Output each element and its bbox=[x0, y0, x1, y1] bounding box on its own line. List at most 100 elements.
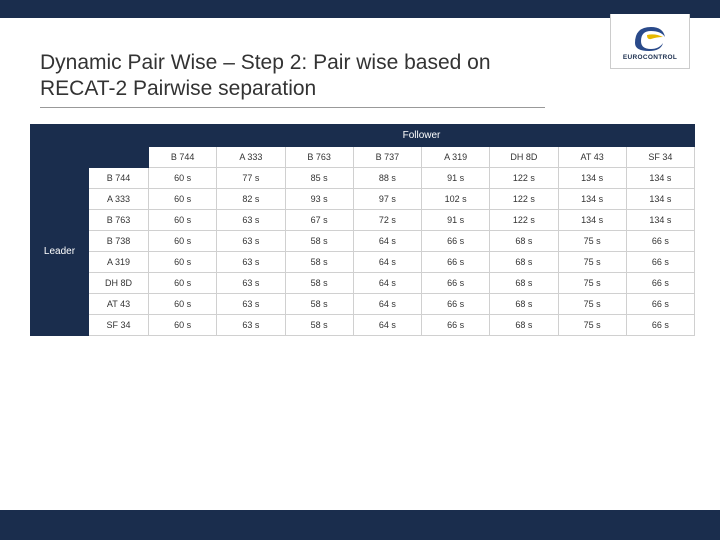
cell: 66 s bbox=[422, 251, 490, 272]
cell: 68 s bbox=[490, 251, 558, 272]
brand-logo: EUROCONTROL bbox=[610, 14, 690, 69]
cell: 88 s bbox=[353, 167, 421, 188]
leader-header: Leader bbox=[31, 167, 89, 335]
col-hdr: AT 43 bbox=[558, 146, 626, 167]
bottom-bar bbox=[0, 510, 720, 540]
cell: 85 s bbox=[285, 167, 353, 188]
cell: 72 s bbox=[353, 209, 421, 230]
eurocontrol-icon bbox=[629, 21, 671, 53]
cell: 67 s bbox=[285, 209, 353, 230]
title-block: Dynamic Pair Wise – Step 2: Pair wise ba… bbox=[0, 18, 570, 114]
cell: 122 s bbox=[490, 188, 558, 209]
table-row: A 33360 s82 s93 s97 s102 s122 s134 s134 … bbox=[31, 188, 695, 209]
title-underline bbox=[40, 107, 545, 108]
table-body: LeaderB 74460 s77 s85 s88 s91 s122 s134 … bbox=[31, 167, 695, 335]
cell: 75 s bbox=[558, 293, 626, 314]
cell: 82 s bbox=[217, 188, 285, 209]
table-row: B 73860 s63 s58 s64 s66 s68 s75 s66 s bbox=[31, 230, 695, 251]
follower-header-row: Follower bbox=[31, 124, 695, 146]
cell: 91 s bbox=[422, 209, 490, 230]
cell: 97 s bbox=[353, 188, 421, 209]
cell: 134 s bbox=[558, 167, 626, 188]
table-row: SF 3460 s63 s58 s64 s66 s68 s75 s66 s bbox=[31, 314, 695, 335]
row-hdr: AT 43 bbox=[89, 293, 149, 314]
cell: 75 s bbox=[558, 272, 626, 293]
corner-empty-2 bbox=[31, 146, 149, 167]
cell: 134 s bbox=[626, 167, 694, 188]
cell: 60 s bbox=[149, 209, 217, 230]
cell: 122 s bbox=[490, 167, 558, 188]
cell: 102 s bbox=[422, 188, 490, 209]
cell: 134 s bbox=[558, 209, 626, 230]
cell: 60 s bbox=[149, 188, 217, 209]
cell: 60 s bbox=[149, 314, 217, 335]
col-hdr: B 744 bbox=[149, 146, 217, 167]
col-hdr: B 737 bbox=[353, 146, 421, 167]
col-hdr: DH 8D bbox=[490, 146, 558, 167]
cell: 75 s bbox=[558, 230, 626, 251]
row-hdr: A 333 bbox=[89, 188, 149, 209]
cell: 66 s bbox=[626, 251, 694, 272]
row-hdr: SF 34 bbox=[89, 314, 149, 335]
follower-header: Follower bbox=[149, 124, 695, 146]
cell: 58 s bbox=[285, 314, 353, 335]
table-row: DH 8D60 s63 s58 s64 s66 s68 s75 s66 s bbox=[31, 272, 695, 293]
col-hdr: B 763 bbox=[285, 146, 353, 167]
cell: 63 s bbox=[217, 251, 285, 272]
page-title: Dynamic Pair Wise – Step 2: Pair wise ba… bbox=[40, 50, 540, 103]
brand-name: EUROCONTROL bbox=[623, 54, 677, 61]
cell: 58 s bbox=[285, 251, 353, 272]
cell: 63 s bbox=[217, 209, 285, 230]
cell: 58 s bbox=[285, 272, 353, 293]
cell: 64 s bbox=[353, 314, 421, 335]
cell: 134 s bbox=[558, 188, 626, 209]
cell: 66 s bbox=[626, 230, 694, 251]
cell: 75 s bbox=[558, 251, 626, 272]
corner-empty bbox=[31, 124, 149, 146]
separation-table-wrap: Follower B 744 A 333 B 763 B 737 A 319 D… bbox=[0, 114, 720, 336]
table-row: AT 4360 s63 s58 s64 s66 s68 s75 s66 s bbox=[31, 293, 695, 314]
table-row: A 31960 s63 s58 s64 s66 s68 s75 s66 s bbox=[31, 251, 695, 272]
cell: 68 s bbox=[490, 314, 558, 335]
cell: 64 s bbox=[353, 272, 421, 293]
cell: 75 s bbox=[558, 314, 626, 335]
col-hdr: A 333 bbox=[217, 146, 285, 167]
cell: 64 s bbox=[353, 230, 421, 251]
cell: 66 s bbox=[626, 272, 694, 293]
table-row: B 76360 s63 s67 s72 s91 s122 s134 s134 s bbox=[31, 209, 695, 230]
cell: 60 s bbox=[149, 230, 217, 251]
cell: 63 s bbox=[217, 230, 285, 251]
cell: 66 s bbox=[422, 293, 490, 314]
cell: 60 s bbox=[149, 167, 217, 188]
row-hdr: A 319 bbox=[89, 251, 149, 272]
cell: 68 s bbox=[490, 272, 558, 293]
cell: 58 s bbox=[285, 293, 353, 314]
cell: 93 s bbox=[285, 188, 353, 209]
cell: 66 s bbox=[422, 272, 490, 293]
row-hdr: B 763 bbox=[89, 209, 149, 230]
row-hdr: DH 8D bbox=[89, 272, 149, 293]
cell: 66 s bbox=[422, 314, 490, 335]
cell: 64 s bbox=[353, 293, 421, 314]
cell: 63 s bbox=[217, 314, 285, 335]
cell: 58 s bbox=[285, 230, 353, 251]
cell: 134 s bbox=[626, 188, 694, 209]
cell: 122 s bbox=[490, 209, 558, 230]
col-hdr: SF 34 bbox=[626, 146, 694, 167]
table-row: LeaderB 74460 s77 s85 s88 s91 s122 s134 … bbox=[31, 167, 695, 188]
cell: 64 s bbox=[353, 251, 421, 272]
separation-table: Follower B 744 A 333 B 763 B 737 A 319 D… bbox=[30, 124, 695, 336]
cell: 66 s bbox=[422, 230, 490, 251]
cell: 60 s bbox=[149, 272, 217, 293]
cell: 60 s bbox=[149, 293, 217, 314]
cell: 134 s bbox=[626, 209, 694, 230]
cell: 91 s bbox=[422, 167, 490, 188]
cell: 60 s bbox=[149, 251, 217, 272]
cell: 63 s bbox=[217, 272, 285, 293]
cell: 66 s bbox=[626, 293, 694, 314]
row-hdr: B 744 bbox=[89, 167, 149, 188]
cell: 63 s bbox=[217, 293, 285, 314]
cell: 66 s bbox=[626, 314, 694, 335]
cell: 77 s bbox=[217, 167, 285, 188]
row-hdr: B 738 bbox=[89, 230, 149, 251]
